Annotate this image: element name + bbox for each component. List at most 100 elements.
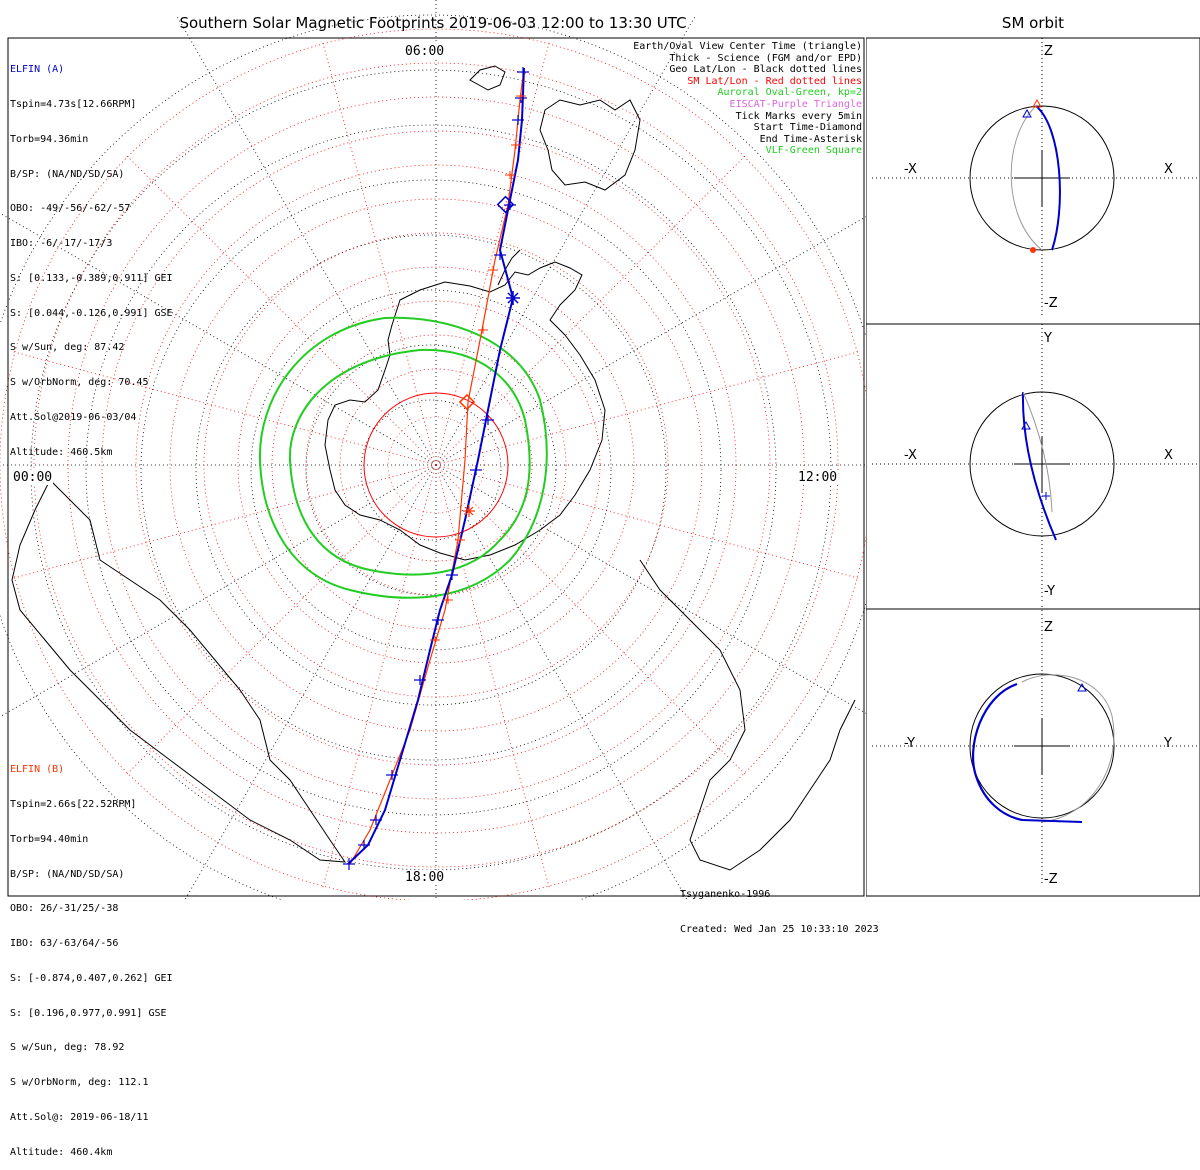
sm-panel1-right: X (1164, 162, 1173, 177)
geo-lat-circle (250, 289, 612, 651)
elfin-b-start-diamond (458, 393, 476, 411)
sm-panel-yz (872, 606, 1200, 886)
geo-lat-circle (85, 124, 777, 816)
time-label-top: 06:00 (404, 44, 446, 59)
elfin-a-info: ELFIN (A) Tspin=4.73s[12.66RPM] Torb=94.… (10, 41, 173, 470)
credit-created: Created: Wed Jan 25 10:33:10 2023 (680, 923, 879, 935)
polar-map (0, 0, 866, 900)
sm-panel1-bottom: -Z (1044, 296, 1058, 311)
legend-item: Auroral Oval-Green, kp=2 (717, 87, 863, 99)
geo-lat-circle (195, 234, 667, 706)
sm-earth-circle (969, 673, 1115, 819)
legend-item: Geo Lat/Lon - Black dotted lines (669, 64, 862, 76)
sm-panel2-bottom: -Y (1044, 584, 1056, 599)
elfin-b-line: Tspin=2.66s[22.52RPM] (10, 798, 137, 810)
legend: Earth/Oval View Center Time (triangle) Th… (633, 41, 862, 157)
geo-lon-line (435, 464, 688, 900)
africa-outline (639, 559, 856, 871)
sm-panel3-left: -Y (904, 736, 916, 751)
elfin-b-line: S w/Sun, deg: 78.92 (10, 1042, 125, 1054)
sm-lat-circle (203, 232, 669, 698)
geo-lon-line (184, 464, 437, 900)
sm-orbit-panels (866, 37, 1200, 897)
auroral-oval (258, 316, 548, 599)
geo-lon-line (435, 216, 866, 466)
elfin-a-end-asterisk (506, 291, 520, 305)
sm-lon-line (435, 464, 862, 580)
legend-item: Earth/Oval View Center Time (triangle) (633, 41, 862, 52)
credit: Tsyganenko-1996 Created: Wed Jan 25 10:3… (680, 866, 879, 947)
sm-lat-circle (339, 368, 533, 562)
sm-panel2-top: Y (1044, 331, 1052, 346)
elfin-track-end-asterisk (343, 858, 355, 870)
elfin-a-line: OBO: -49/-56/-62/-57 (10, 203, 131, 215)
sm-orbit-title: SM orbit (1001, 14, 1065, 32)
sm-panel1-top: Z (1044, 44, 1053, 59)
sm-orbit-b-xz (1010, 105, 1043, 251)
elfin-a-track (347, 67, 525, 865)
sm-lon-line (435, 39, 551, 466)
elfin-a-line: Att.Sol@2019-06-03/04 (10, 412, 137, 423)
sm-lon-line (321, 39, 437, 466)
sm-lon-line (435, 464, 551, 891)
elfin-a-line: Torb=94.36min (10, 133, 89, 145)
credit-model: Tsyganenko-1996 (680, 889, 771, 901)
legend-item: VLF-Green Square (765, 145, 862, 157)
sm-orbit-b-yz (1021, 674, 1115, 823)
elfin-b-line: S: [-0.874,0.407,0.262] GEI (10, 972, 173, 984)
sm-earth-circle (969, 391, 1115, 537)
legend-item: Tick Marks every 5min (735, 110, 862, 122)
sm-triangle-b-xz (1032, 98, 1042, 108)
sm-panel-xz (872, 38, 1200, 318)
elfin-a-line: S w/OrbNorm, deg: 70.45 (10, 377, 149, 389)
elfin-a-line: Altitude: 460.5km (10, 446, 113, 458)
sm-panel-xy (872, 324, 1200, 604)
legend-item: End Time-Asterisk (759, 133, 862, 145)
sm-lon-line (124, 464, 437, 777)
geo-lat-circle (140, 179, 722, 761)
auroral-oval-outer (258, 316, 548, 599)
time-label-bottom: 18:00 (404, 870, 446, 885)
geo-lon-line (0, 464, 437, 718)
elfin-b-line: Torb=94.40min (10, 833, 89, 845)
sm-lon-line (435, 350, 862, 466)
sm-orbit-b-low-yz (1021, 819, 1083, 823)
legend-item: SM Lat/Lon - Red dotted lines (687, 75, 862, 87)
geo-lat-circle (305, 344, 557, 596)
continents (11, 65, 856, 871)
time-label-left: 00:00 (12, 470, 54, 485)
elfin-a-line: S: [0.044,-0.126,0.991] GSE (10, 307, 173, 319)
elfin-a-line: S w/Sun, deg: 87.42 (10, 342, 125, 354)
plot-title: Southern Solar Magnetic Footprints 2019-… (179, 14, 687, 32)
elfin-a-name: ELFIN (A) (10, 64, 65, 76)
sm-orbit-a-xy (1021, 391, 1057, 541)
sm-lon-line (435, 464, 748, 777)
new-zealand-outline (469, 65, 506, 91)
sm-lat-circle (67, 96, 805, 834)
sm-orbit-a-yz (972, 682, 1023, 822)
sm-lat-circle (237, 266, 635, 664)
sm-panel3-right: Y (1164, 736, 1172, 751)
elfin-b-info: ELFIN (B) Tspin=2.66s[22.52RPM] Torb=94.… (10, 741, 173, 1170)
elfin-b-line: B/SP: (NA/ND/SD/SA) (10, 868, 125, 880)
elfin-a-line: Tspin=4.73s[12.66RPM] (10, 98, 137, 110)
sm-panel1-left: -X (904, 162, 917, 177)
sm-lat-circle (33, 62, 839, 868)
geo-lon-line (435, 14, 697, 466)
elfin-b-line: Altitude: 460.4km (10, 1146, 113, 1158)
elfin-b-line: OBO: 26/-31/25/-38 (10, 903, 119, 915)
elfin-b-line: IBO: 63/-63/64/-56 (10, 938, 119, 950)
sm-panel2-right: X (1164, 448, 1173, 463)
elfin-a-line: S: [0.133,-0.389,0.911] GEI (10, 272, 173, 284)
geo-lat-circle (360, 399, 502, 541)
elfin-b-line: Att.Sol@: 2019-06-18/11 (10, 1112, 149, 1123)
antarctic-peninsula (497, 249, 521, 286)
geo-lon-line (435, 464, 866, 714)
legend-item: EISCAT-Purple Triangle (729, 98, 862, 110)
sm-lon-line (321, 464, 437, 891)
sm-panel3-top: Z (1044, 620, 1053, 635)
auroral-oval-inner (288, 348, 531, 576)
sm-polar-circle (387, 416, 485, 514)
elfin-b-line: S w/OrbNorm, deg: 112.1 (10, 1077, 149, 1089)
sm-orbit-a-xz (1035, 105, 1061, 251)
